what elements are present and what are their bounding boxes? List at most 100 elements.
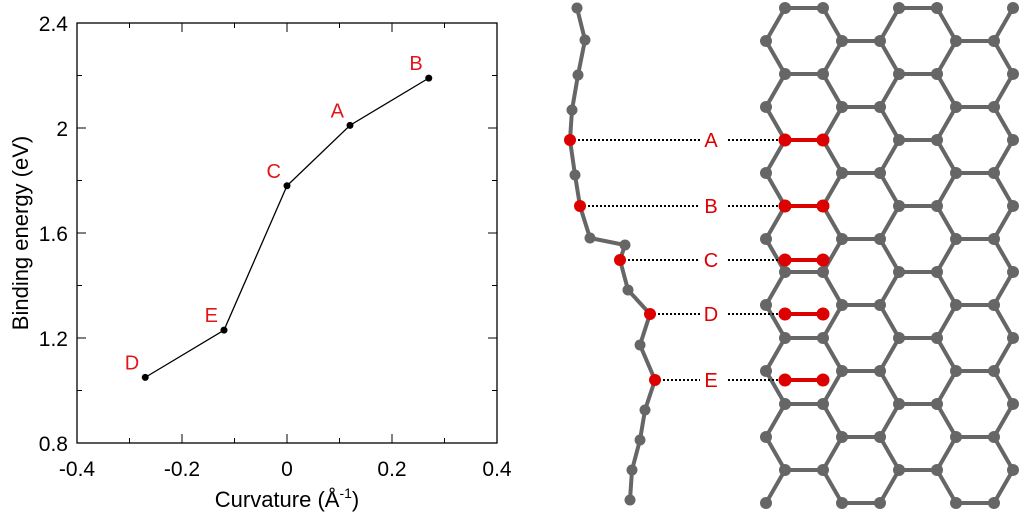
x-axis-label: Curvature (Å-1) <box>215 485 360 512</box>
carbon-atom <box>760 233 772 245</box>
cc-bond <box>878 205 901 240</box>
cc-bond <box>992 271 1015 306</box>
cc-bond <box>821 139 844 174</box>
plot-frame <box>76 22 498 444</box>
cc-bond <box>935 106 958 141</box>
carbon-atom <box>988 35 1000 47</box>
series-line <box>144 77 430 378</box>
carbon-atom <box>874 497 886 509</box>
carbon-atom <box>779 134 791 146</box>
carbon-atom <box>836 101 848 113</box>
cc-bond <box>992 106 1015 141</box>
cc-bond <box>821 238 844 273</box>
carbon-atom <box>893 2 905 14</box>
cc-bond <box>935 172 958 207</box>
cc-bond <box>764 238 787 273</box>
carbon-atom <box>1007 266 1019 278</box>
side-adsorption-atom-D <box>644 308 656 320</box>
side-adsorption-atom-B <box>574 200 586 212</box>
carbon-atom <box>779 200 791 212</box>
side-view-atom <box>649 374 661 386</box>
site-label-B: B <box>704 196 717 218</box>
x-tick-label: 0.4 <box>482 458 512 481</box>
cc-bond <box>878 436 901 471</box>
cc-bond <box>935 403 958 438</box>
carbon-atom <box>817 134 829 146</box>
cc-bond <box>935 139 958 174</box>
cc-bond <box>992 205 1015 240</box>
carbon-atom <box>950 101 962 113</box>
carbon-atom <box>817 332 829 344</box>
data-label-E: E <box>205 305 218 327</box>
carbon-atom <box>931 266 943 278</box>
adsorption-atom-C <box>816 253 830 267</box>
carbon-atom <box>779 464 791 476</box>
cc-bond <box>821 436 844 471</box>
cc-bond <box>821 7 844 42</box>
data-label-D: D <box>125 352 139 374</box>
carbon-atom <box>760 167 772 179</box>
carbon-atom <box>874 233 886 245</box>
cc-bond <box>992 40 1015 75</box>
side-view-atom <box>639 404 651 416</box>
cc-bond <box>821 370 844 405</box>
cc-bond <box>992 337 1015 372</box>
carbon-atom <box>1007 200 1019 212</box>
carbon-atom <box>988 101 1000 113</box>
carbon-atom <box>836 299 848 311</box>
carbon-atom <box>1007 134 1019 146</box>
binding-energy-chart: -0.4 -0.2 0 0.2 0.4 0.8 1.2 1.6 2 2.4 Curvature (Å… <box>8 13 512 512</box>
carbon-atom <box>760 35 772 47</box>
data-point-E <box>220 326 228 334</box>
carbon-atom <box>817 464 829 476</box>
side-adsorption-atom-A <box>564 134 576 146</box>
side-view-atom <box>622 284 634 296</box>
carbon-atom <box>779 266 791 278</box>
cc-bond <box>764 40 787 75</box>
carbon-atom <box>950 497 962 509</box>
cc-bond <box>878 337 901 372</box>
carbon-atom <box>988 233 1000 245</box>
cc-bond <box>992 469 1015 504</box>
cc-bond <box>878 304 901 339</box>
cc-bond <box>764 106 787 141</box>
cc-bond <box>878 73 901 108</box>
carbon-atom <box>950 35 962 47</box>
cc-bond <box>878 403 901 438</box>
carbon-atom <box>779 68 791 80</box>
carbon-atom <box>779 2 791 14</box>
carbon-atom <box>1007 464 1019 476</box>
cc-bond <box>878 139 901 174</box>
adsorption-atom-E <box>778 373 792 387</box>
cc-bond <box>992 436 1015 471</box>
side-view-atom <box>634 434 646 446</box>
carbon-atom <box>988 167 1000 179</box>
side-view-atom <box>624 494 636 506</box>
carbon-atom <box>931 332 943 344</box>
cc-bond <box>821 403 844 438</box>
x-tick-label: 0.2 <box>377 458 406 481</box>
carbon-atom <box>1007 2 1019 14</box>
cc-bond <box>764 370 787 405</box>
cc-bond <box>821 106 844 141</box>
side-view-atom <box>569 169 581 181</box>
cc-bond <box>935 205 958 240</box>
carbon-atom <box>893 332 905 344</box>
carbon-atom <box>874 35 886 47</box>
carbon-atom <box>874 299 886 311</box>
carbon-atom <box>893 464 905 476</box>
carbon-atom <box>779 332 791 344</box>
site-label-C: C <box>704 250 718 272</box>
carbon-atom <box>931 134 943 146</box>
carbon-atom <box>931 464 943 476</box>
carbon-atom <box>893 200 905 212</box>
side-view-atom <box>584 232 596 244</box>
cc-bond <box>764 139 787 174</box>
atoms <box>564 2 1019 509</box>
y-tick-label: 0.8 <box>39 433 68 456</box>
cc-bond <box>992 73 1015 108</box>
data-point-A <box>346 121 354 129</box>
side-adsorption-atom-E <box>649 374 661 386</box>
carbon-atom <box>893 68 905 80</box>
